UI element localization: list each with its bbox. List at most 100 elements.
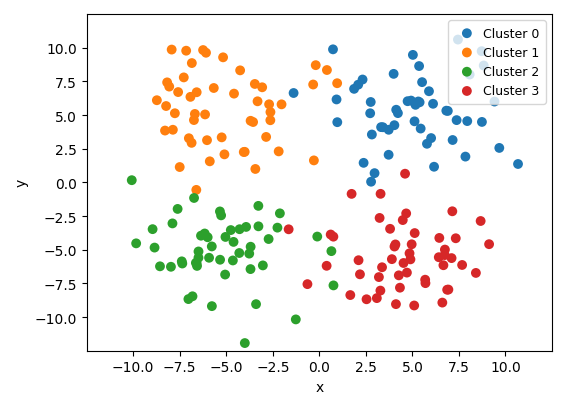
Cluster 3 bbox=[390, 244, 399, 250]
Cluster 3 bbox=[395, 285, 404, 291]
Cluster 0 bbox=[452, 117, 461, 124]
Cluster 3 bbox=[439, 262, 448, 269]
Cluster 3 bbox=[378, 264, 387, 271]
Cluster 1 bbox=[189, 117, 198, 124]
Cluster 2 bbox=[150, 245, 159, 251]
Cluster 3 bbox=[326, 231, 335, 238]
Cluster 3 bbox=[435, 235, 444, 242]
Cluster 0 bbox=[407, 98, 416, 105]
Cluster 3 bbox=[406, 256, 415, 263]
Cluster 0 bbox=[366, 111, 375, 117]
Cluster 2 bbox=[229, 239, 238, 245]
Cluster 0 bbox=[332, 97, 341, 103]
Cluster 2 bbox=[215, 209, 225, 215]
Cluster 1 bbox=[201, 112, 210, 119]
Cluster 2 bbox=[240, 340, 249, 346]
Cluster 3 bbox=[444, 287, 453, 293]
Cluster 0 bbox=[410, 119, 419, 125]
Cluster 2 bbox=[313, 234, 322, 240]
Cluster 1 bbox=[174, 90, 183, 96]
Cluster 3 bbox=[374, 274, 383, 281]
Cluster 2 bbox=[173, 206, 182, 213]
Cluster 0 bbox=[479, 63, 488, 70]
Cluster 2 bbox=[208, 243, 217, 250]
Cluster 0 bbox=[350, 86, 359, 93]
Cluster 2 bbox=[242, 224, 251, 231]
Cluster 1 bbox=[257, 85, 266, 91]
Cluster 1 bbox=[192, 187, 201, 194]
Cluster 1 bbox=[274, 149, 284, 155]
Cluster 1 bbox=[168, 127, 177, 134]
Cluster 0 bbox=[414, 64, 424, 70]
Cluster 0 bbox=[465, 72, 474, 79]
Cluster 0 bbox=[443, 108, 452, 115]
Cluster 2 bbox=[259, 263, 268, 269]
Cluster 2 bbox=[166, 264, 175, 270]
Cluster 0 bbox=[514, 161, 523, 168]
Cluster 0 bbox=[429, 101, 438, 108]
Cluster 3 bbox=[403, 270, 412, 276]
Cluster 2 bbox=[178, 261, 187, 267]
Cluster 1 bbox=[246, 118, 255, 125]
Cluster 0 bbox=[392, 107, 401, 114]
Cluster 0 bbox=[408, 52, 417, 59]
Cluster 3 bbox=[347, 191, 356, 198]
Cluster 2 bbox=[221, 234, 230, 240]
Cluster 1 bbox=[308, 82, 318, 89]
Cluster 2 bbox=[205, 255, 214, 261]
Cluster 0 bbox=[358, 77, 367, 83]
Cluster 0 bbox=[411, 102, 420, 109]
Cluster 0 bbox=[359, 160, 368, 167]
Cluster 1 bbox=[251, 166, 260, 173]
Cluster 0 bbox=[448, 137, 457, 144]
Cluster 1 bbox=[184, 136, 193, 142]
Cluster 1 bbox=[230, 91, 239, 98]
Cluster 3 bbox=[441, 247, 450, 253]
Cluster 2 bbox=[327, 248, 336, 255]
Cluster 1 bbox=[218, 55, 227, 61]
Y-axis label: y: y bbox=[15, 179, 29, 187]
Cluster 2 bbox=[235, 250, 244, 257]
Cluster 2 bbox=[194, 255, 203, 261]
Cluster 1 bbox=[250, 81, 259, 88]
Cluster 2 bbox=[196, 233, 205, 239]
Cluster 0 bbox=[354, 82, 363, 89]
Legend: Cluster 0, Cluster 1, Cluster 2, Cluster 3: Cluster 0, Cluster 1, Cluster 2, Cluster… bbox=[448, 21, 546, 104]
Cluster 3 bbox=[451, 236, 460, 242]
Cluster 2 bbox=[188, 293, 197, 300]
Cluster 1 bbox=[201, 50, 210, 57]
Cluster 2 bbox=[127, 178, 136, 184]
Cluster 1 bbox=[265, 102, 274, 108]
Cluster 3 bbox=[387, 256, 396, 263]
Cluster 0 bbox=[370, 171, 379, 177]
Cluster 3 bbox=[485, 241, 494, 248]
Cluster 3 bbox=[356, 271, 365, 278]
Cluster 2 bbox=[246, 266, 255, 273]
Cluster 1 bbox=[239, 149, 248, 156]
Cluster 3 bbox=[386, 226, 395, 233]
Cluster 3 bbox=[448, 209, 457, 215]
Cluster 0 bbox=[393, 110, 403, 117]
Cluster 3 bbox=[354, 257, 363, 264]
Cluster 1 bbox=[164, 84, 174, 91]
Cluster 3 bbox=[410, 230, 419, 237]
Cluster 3 bbox=[376, 191, 385, 198]
Cluster 3 bbox=[421, 277, 430, 283]
Cluster 1 bbox=[323, 67, 332, 74]
Cluster 2 bbox=[132, 240, 141, 247]
Cluster 0 bbox=[333, 119, 342, 126]
Cluster 3 bbox=[407, 241, 416, 248]
Cluster 1 bbox=[191, 111, 200, 118]
Cluster 1 bbox=[198, 48, 208, 54]
Cluster 2 bbox=[254, 203, 263, 210]
Cluster 2 bbox=[235, 226, 244, 233]
Cluster 1 bbox=[202, 137, 211, 144]
Cluster 1 bbox=[153, 98, 162, 104]
Cluster 1 bbox=[181, 48, 191, 55]
Cluster 2 bbox=[189, 195, 198, 202]
Cluster 2 bbox=[191, 260, 200, 267]
Cluster 3 bbox=[329, 234, 338, 240]
Cluster 0 bbox=[378, 125, 387, 131]
Cluster 2 bbox=[184, 296, 193, 303]
Cluster 0 bbox=[425, 89, 434, 95]
